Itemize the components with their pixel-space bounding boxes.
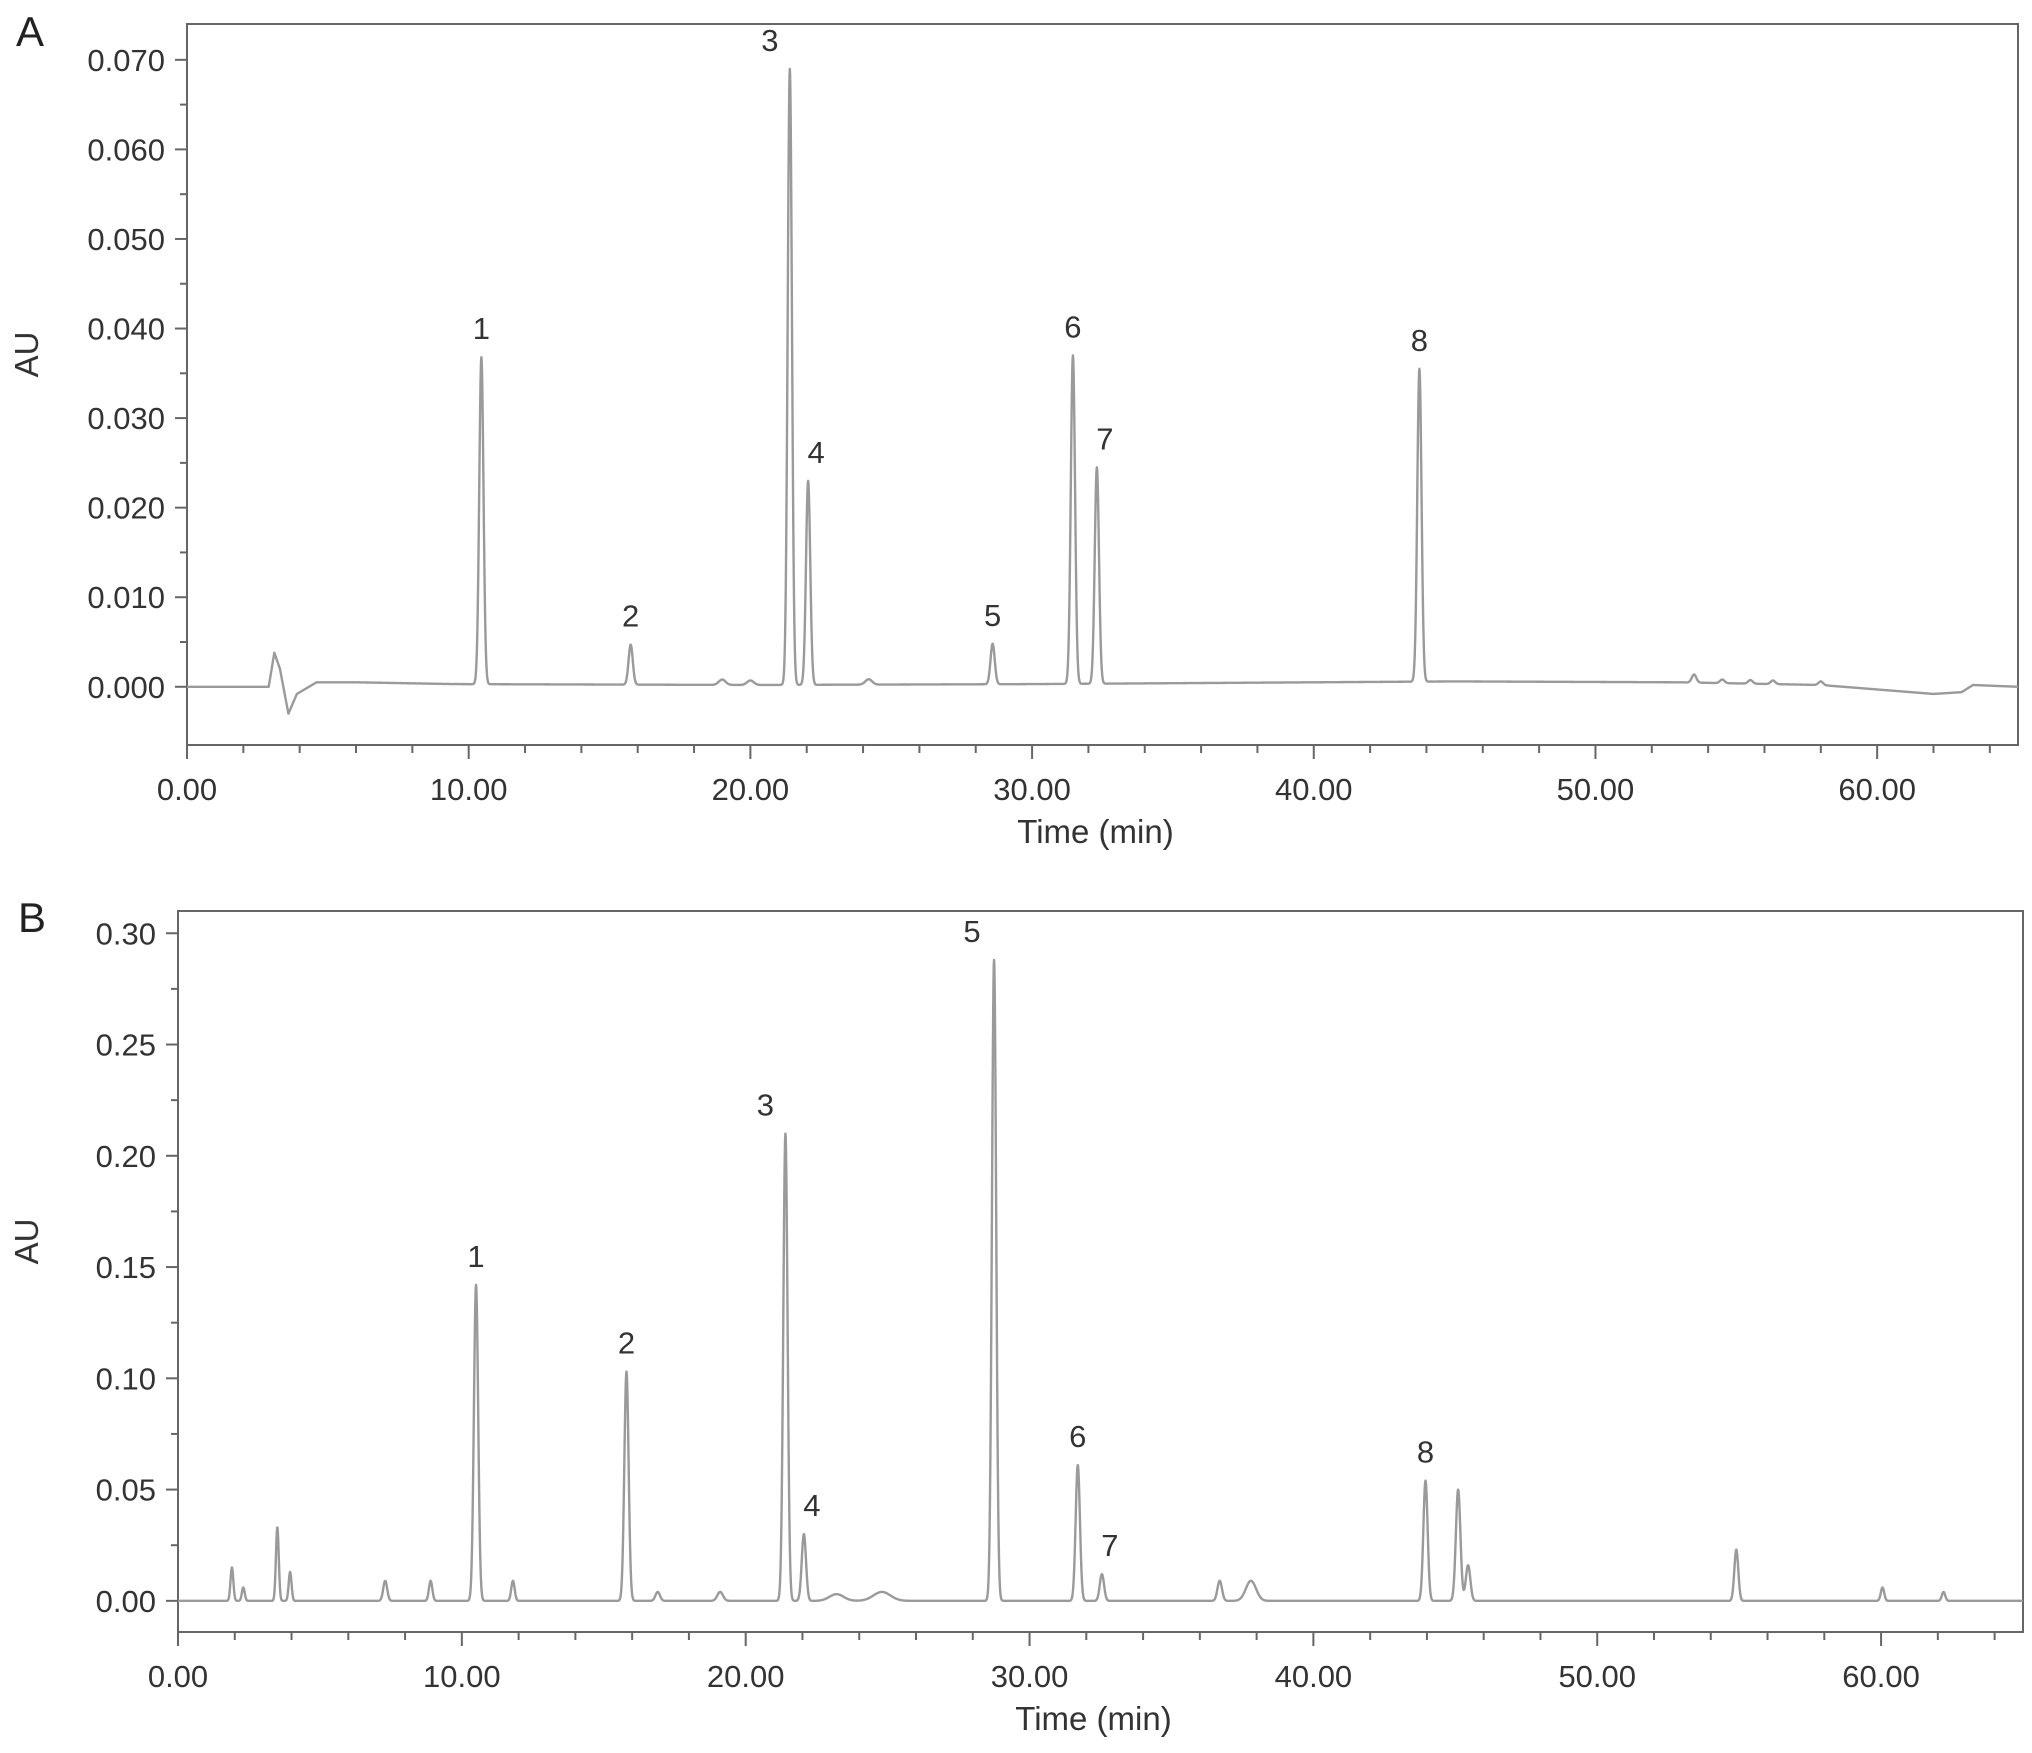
peak-label-6: 6 (1064, 309, 1081, 344)
y-tick-label: 0.040 (87, 312, 165, 347)
y-tick-label: 0.00 (96, 1584, 156, 1619)
peak-label-4: 4 (808, 435, 825, 470)
peak-label-5: 5 (963, 914, 980, 949)
y-tick-label: 0.000 (87, 670, 165, 705)
y-tick-label: 0.030 (87, 401, 165, 436)
x-tick-label: 30.00 (993, 772, 1071, 807)
x-tick-label: 0.00 (148, 1659, 208, 1694)
plot-frame (177, 910, 2024, 1633)
peak-label-7: 7 (1096, 421, 1113, 456)
peak-label-3: 3 (757, 1088, 774, 1123)
y-tick-label: 0.15 (96, 1250, 156, 1285)
peak-label-4: 4 (803, 1488, 820, 1523)
y-tick-label: 0.060 (87, 132, 165, 167)
x-tick-label: 20.00 (707, 1659, 785, 1694)
chromatogram-trace (186, 67, 2019, 715)
peak-label-7: 7 (1101, 1528, 1118, 1563)
y-tick-label: 0.05 (96, 1473, 156, 1508)
y-tick-label: 0.050 (87, 222, 165, 257)
x-tick-label: 60.00 (1842, 1659, 1920, 1694)
y-tick-label: 0.30 (96, 916, 156, 951)
x-tick-label: 40.00 (1275, 1659, 1353, 1694)
x-axis-title: Time (min) (1015, 1700, 1171, 1737)
chart-panel-b: B 0.00 0.05 0.10 0.15 0.20 0.25 0.30 0.00 10.00 20… (8, 894, 2024, 1737)
panel-letter: A (16, 8, 44, 55)
peak-label-2: 2 (622, 599, 639, 634)
x-tick-label: 0.00 (157, 772, 217, 807)
peak-label-3: 3 (761, 23, 778, 58)
peak-label-1: 1 (467, 1239, 484, 1274)
y-tick-label: 0.20 (96, 1139, 156, 1174)
peak-label-6: 6 (1069, 1419, 1086, 1454)
y-tick-label: 0.020 (87, 491, 165, 526)
x-tick-label: 10.00 (430, 772, 508, 807)
peak-label-8: 8 (1411, 323, 1428, 358)
peak-label-1: 1 (473, 311, 490, 346)
chart-panel-a: A 0.000 0.010 0.020 0.030 0.040 0.050 0.060 0.07… (8, 8, 2019, 850)
y-tick-label: 0.10 (96, 1361, 156, 1396)
y-axis-title: AU (8, 332, 45, 378)
peak-label-2: 2 (618, 1326, 635, 1361)
peak-label-5: 5 (984, 598, 1001, 633)
plot-frame (186, 23, 2019, 746)
x-tick-label: 30.00 (991, 1659, 1069, 1694)
y-tick-label: 0.010 (87, 580, 165, 615)
panel-letter: B (18, 894, 46, 941)
y-axis-title: AU (8, 1219, 45, 1265)
x-tick-label: 60.00 (1838, 772, 1916, 807)
y-tick-label: 0.070 (87, 43, 165, 78)
chromatogram-trace (177, 958, 2024, 1603)
peak-label-8: 8 (1417, 1435, 1434, 1470)
y-tick-label: 0.25 (96, 1028, 156, 1063)
x-tick-label: 50.00 (1558, 1659, 1636, 1694)
x-tick-label: 10.00 (423, 1659, 501, 1694)
x-tick-label: 20.00 (712, 772, 790, 807)
x-axis-title: Time (min) (1017, 813, 1173, 850)
x-tick-label: 50.00 (1557, 772, 1635, 807)
x-tick-label: 40.00 (1275, 772, 1353, 807)
